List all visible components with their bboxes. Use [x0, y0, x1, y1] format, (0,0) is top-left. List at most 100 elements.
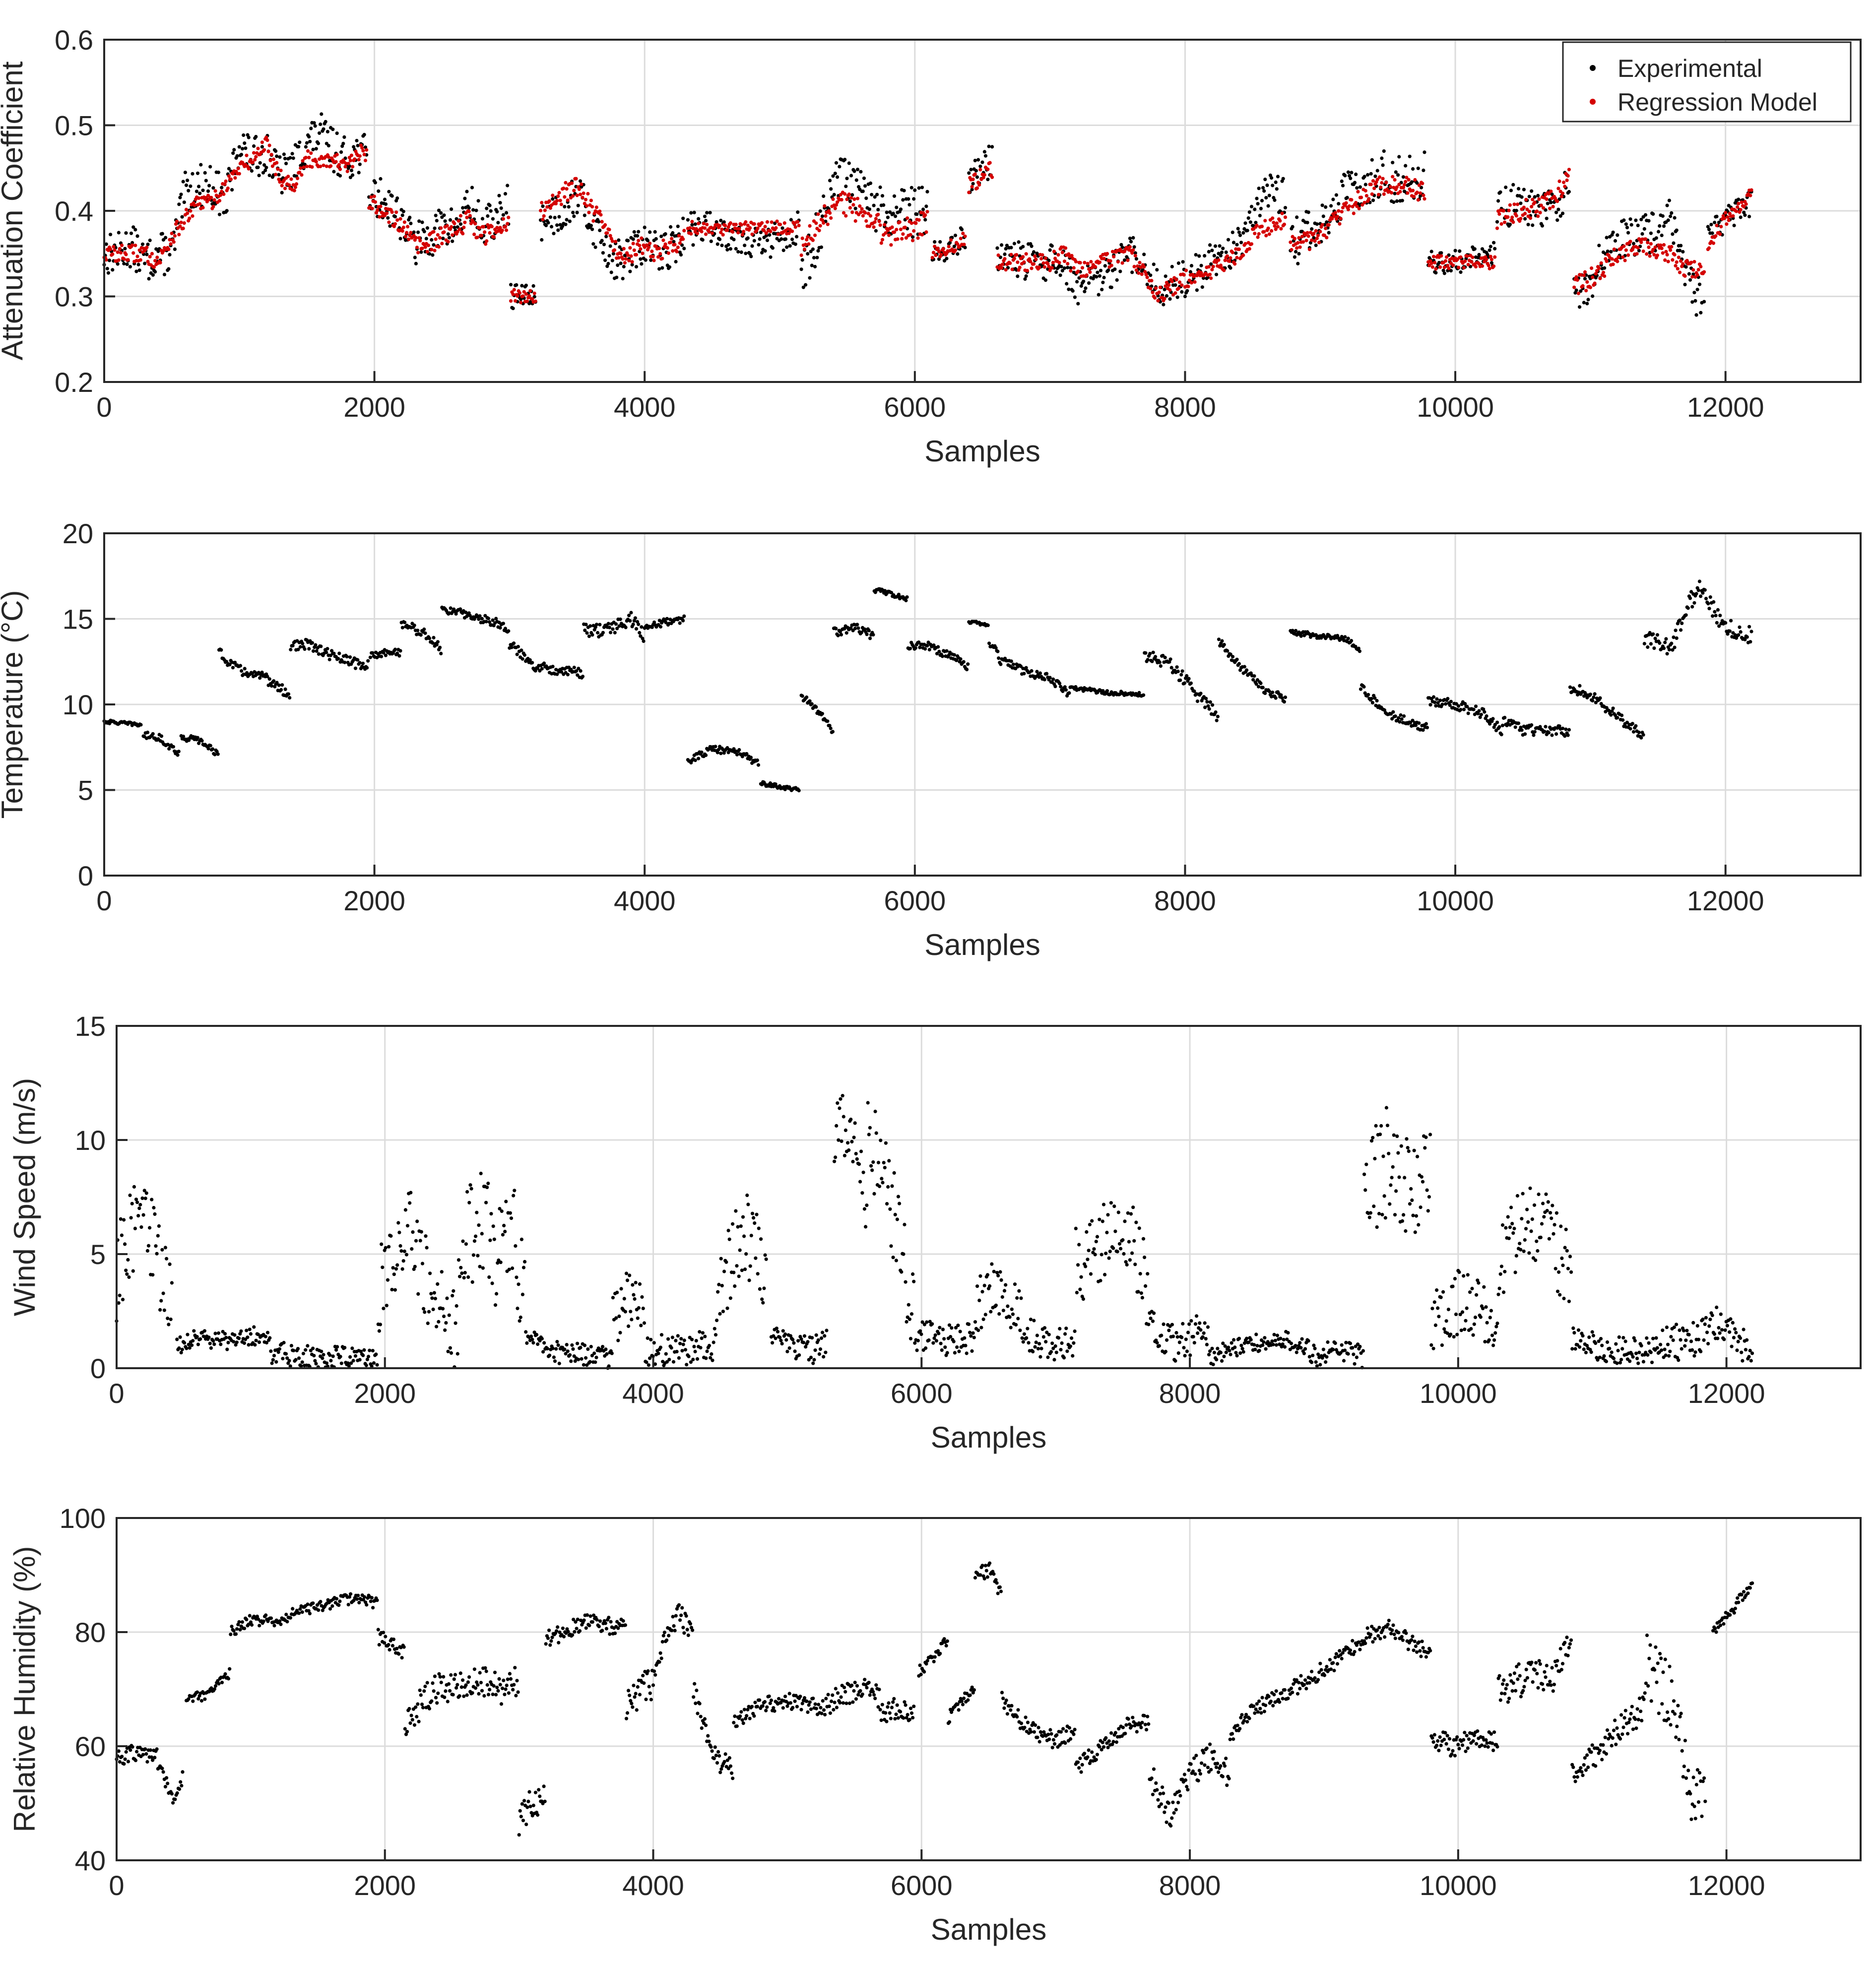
data-point — [104, 242, 108, 246]
data-point — [632, 230, 636, 234]
data-point — [269, 1349, 273, 1353]
data-point — [704, 753, 708, 757]
data-point — [263, 1334, 267, 1338]
data-point — [1439, 254, 1443, 258]
data-point — [1154, 655, 1158, 659]
data-point — [1274, 227, 1278, 231]
data-point — [820, 712, 824, 716]
data-point — [129, 231, 133, 235]
data-point — [1620, 713, 1624, 717]
data-point — [384, 1246, 388, 1250]
data-point — [851, 203, 855, 207]
data-point — [1495, 226, 1499, 230]
data-point — [1702, 300, 1706, 304]
data-point — [1681, 262, 1685, 266]
data-point — [1235, 657, 1239, 661]
data-point — [1480, 264, 1485, 268]
data-point — [1491, 717, 1495, 721]
data-point — [603, 223, 607, 227]
data-point — [1061, 689, 1065, 694]
data-point — [1672, 241, 1676, 245]
data-point — [145, 1249, 149, 1253]
data-point — [1694, 592, 1698, 596]
data-point — [175, 219, 179, 223]
data-point — [1004, 268, 1008, 272]
data-point — [988, 161, 992, 165]
data-point — [172, 240, 176, 244]
data-point — [441, 237, 445, 241]
data-point — [775, 219, 779, 223]
data-point — [474, 1234, 478, 1238]
data-point — [601, 251, 605, 255]
data-point — [1566, 733, 1570, 737]
data-point — [231, 151, 235, 155]
data-point — [1220, 251, 1224, 254]
data-point — [465, 1190, 469, 1194]
data-point — [304, 145, 308, 149]
data-point — [694, 227, 698, 231]
data-point — [1170, 279, 1174, 283]
data-point — [1199, 271, 1203, 275]
data-point — [489, 209, 493, 213]
data-point — [238, 664, 243, 668]
data-point — [868, 636, 872, 640]
data-point — [1283, 206, 1288, 210]
data-point — [128, 1193, 132, 1198]
data-point — [1358, 649, 1361, 653]
data-point — [940, 654, 944, 658]
data-point — [1134, 268, 1138, 272]
data-point — [1696, 268, 1700, 272]
data-point — [1433, 260, 1437, 265]
data-point — [715, 751, 719, 755]
data-point — [783, 787, 787, 791]
data-point — [1392, 200, 1396, 204]
data-point — [116, 250, 120, 254]
data-point — [1354, 172, 1358, 176]
data-point — [518, 291, 522, 295]
data-point — [1257, 187, 1261, 190]
data-point — [1655, 633, 1659, 637]
data-point — [1585, 302, 1589, 306]
data-point — [1358, 687, 1363, 691]
data-point — [953, 234, 958, 238]
data-point — [1645, 252, 1649, 256]
data-point — [1185, 289, 1189, 293]
data-point — [435, 1325, 439, 1328]
data-point — [1258, 214, 1262, 218]
data-point — [591, 242, 595, 246]
data-point — [1130, 270, 1134, 274]
data-point — [1697, 579, 1701, 583]
data-point — [900, 237, 904, 241]
data-point — [136, 262, 140, 266]
data-point — [284, 1352, 288, 1356]
data-point — [1549, 200, 1553, 204]
data-point — [372, 194, 376, 198]
data-point — [1459, 255, 1463, 259]
data-point — [224, 179, 228, 183]
data-point — [959, 237, 963, 241]
data-point — [728, 247, 732, 251]
data-point — [412, 624, 416, 628]
data-point — [1130, 251, 1134, 255]
data-point — [1186, 285, 1190, 289]
data-point — [256, 165, 260, 169]
data-point — [495, 226, 499, 230]
data-point — [144, 1191, 148, 1195]
data-point — [923, 213, 927, 217]
data-point — [1324, 205, 1328, 209]
data-point — [838, 165, 841, 169]
data-point — [1216, 714, 1220, 718]
data-point — [624, 626, 628, 630]
data-point — [1731, 214, 1735, 218]
data-point — [1353, 181, 1357, 185]
data-point — [1658, 641, 1662, 645]
data-point — [423, 631, 427, 635]
data-point — [923, 647, 927, 651]
data-point — [1057, 682, 1062, 686]
data-point — [823, 204, 827, 208]
data-point — [465, 215, 469, 219]
data-point — [143, 1197, 147, 1201]
data-point — [1575, 278, 1579, 282]
data-point — [243, 667, 247, 671]
